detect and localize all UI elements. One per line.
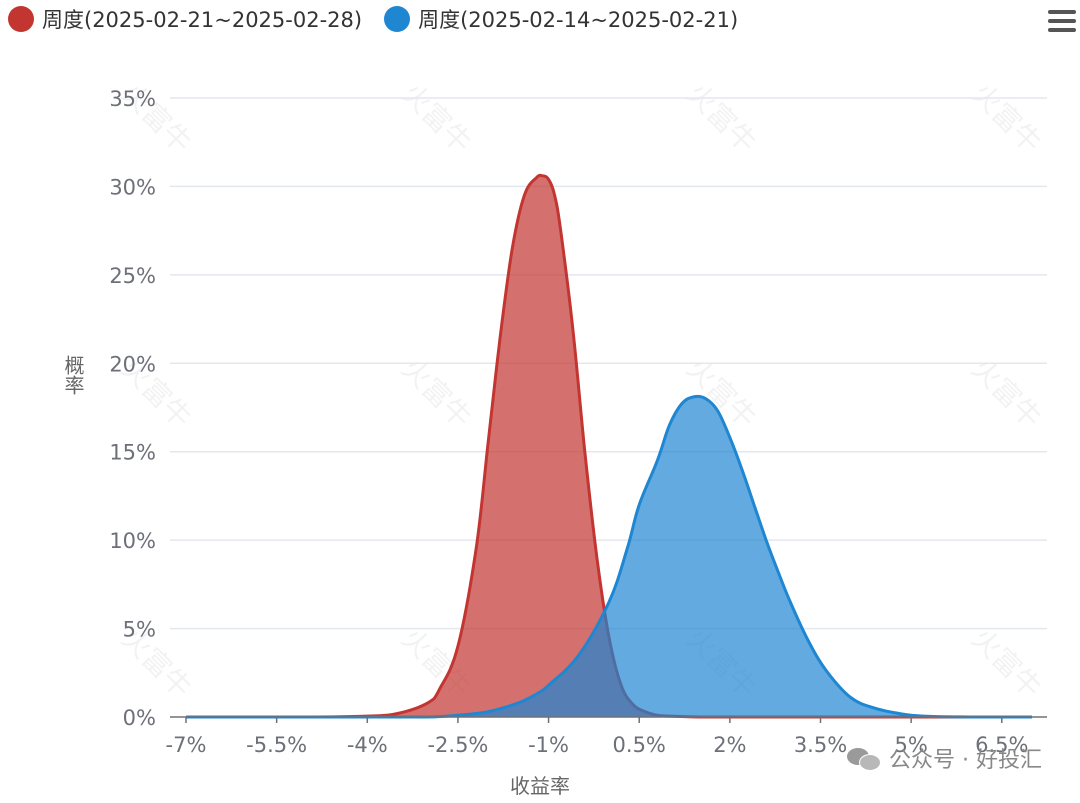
y-tick-label-2: 10% [109,529,156,553]
chat-bubbles-icon [847,746,882,771]
axes: -7% -5.5% -4% -2.5% -1% 0.5% 2% 3.5% 5% 6.5% [166,716,1047,757]
y-axis-label: 概率 [61,355,85,395]
legend-item-series-1[interactable]: 周度(2025-02-21~2025-02-28) [8,4,362,34]
account-watermark: 公众号 · 好投汇 [847,742,1042,774]
x-tick-label-9: 6.5% [975,733,1028,757]
legend: 周度(2025-02-21~2025-02-28) 周度(2025-02-14~… [8,4,738,34]
background-watermark-5: 火富牛 [395,352,478,435]
y-tick-label-5: 25% [109,264,156,288]
x-tick-label-3: -2.5% [427,733,488,757]
x-tick-label-1: -5.5% [246,733,307,757]
y-tick-label-1: 5% [123,618,156,642]
account-watermark-text: 公众号 · 好投汇 [889,748,1042,773]
y-tick-label-4: 20% [109,352,156,376]
x-tick-label-2: -4% [347,733,388,757]
background-watermark-11: 火富牛 [965,622,1048,705]
x-tick-label-0: -7% [166,733,207,757]
series-area-2 [186,396,1032,717]
series-line-2 [185,394,1032,719]
menu-icon[interactable] [1048,10,1076,38]
x-tick-label-4: -1% [528,733,569,757]
legend-item-series-2[interactable]: 周度(2025-02-14~2025-02-21) [384,4,738,34]
x-tick-label-5: 0.5% [613,733,666,757]
background-watermark-2: 火富牛 [680,77,763,160]
background-watermark-3: 火富牛 [965,77,1048,160]
background-watermark-7: 火富牛 [965,352,1048,435]
background-watermark-1: 火富牛 [395,77,478,160]
x-axis-label: 收益率 [510,774,570,798]
y-tick-label-6: 30% [109,175,156,199]
y-tick-label-3: 15% [109,441,156,465]
x-tick-label-8: 5% [894,733,927,757]
x-tick-label-7: 3.5% [794,733,847,757]
grid-lines: 0% 5% 10% 15% 20% 25% 30% 35% [109,87,1047,730]
series-layer [185,173,1032,719]
x-tick-label-6: 2% [713,733,746,757]
legend-label-series-1: 周度(2025-02-21~2025-02-28) [42,8,363,32]
y-tick-label-0: 0% [123,706,156,730]
legend-marker-series-1 [8,6,34,32]
y-tick-label-7: 35% [109,87,156,111]
legend-label-series-2: 周度(2025-02-14~2025-02-21) [418,8,739,32]
legend-marker-series-2 [384,6,411,32]
